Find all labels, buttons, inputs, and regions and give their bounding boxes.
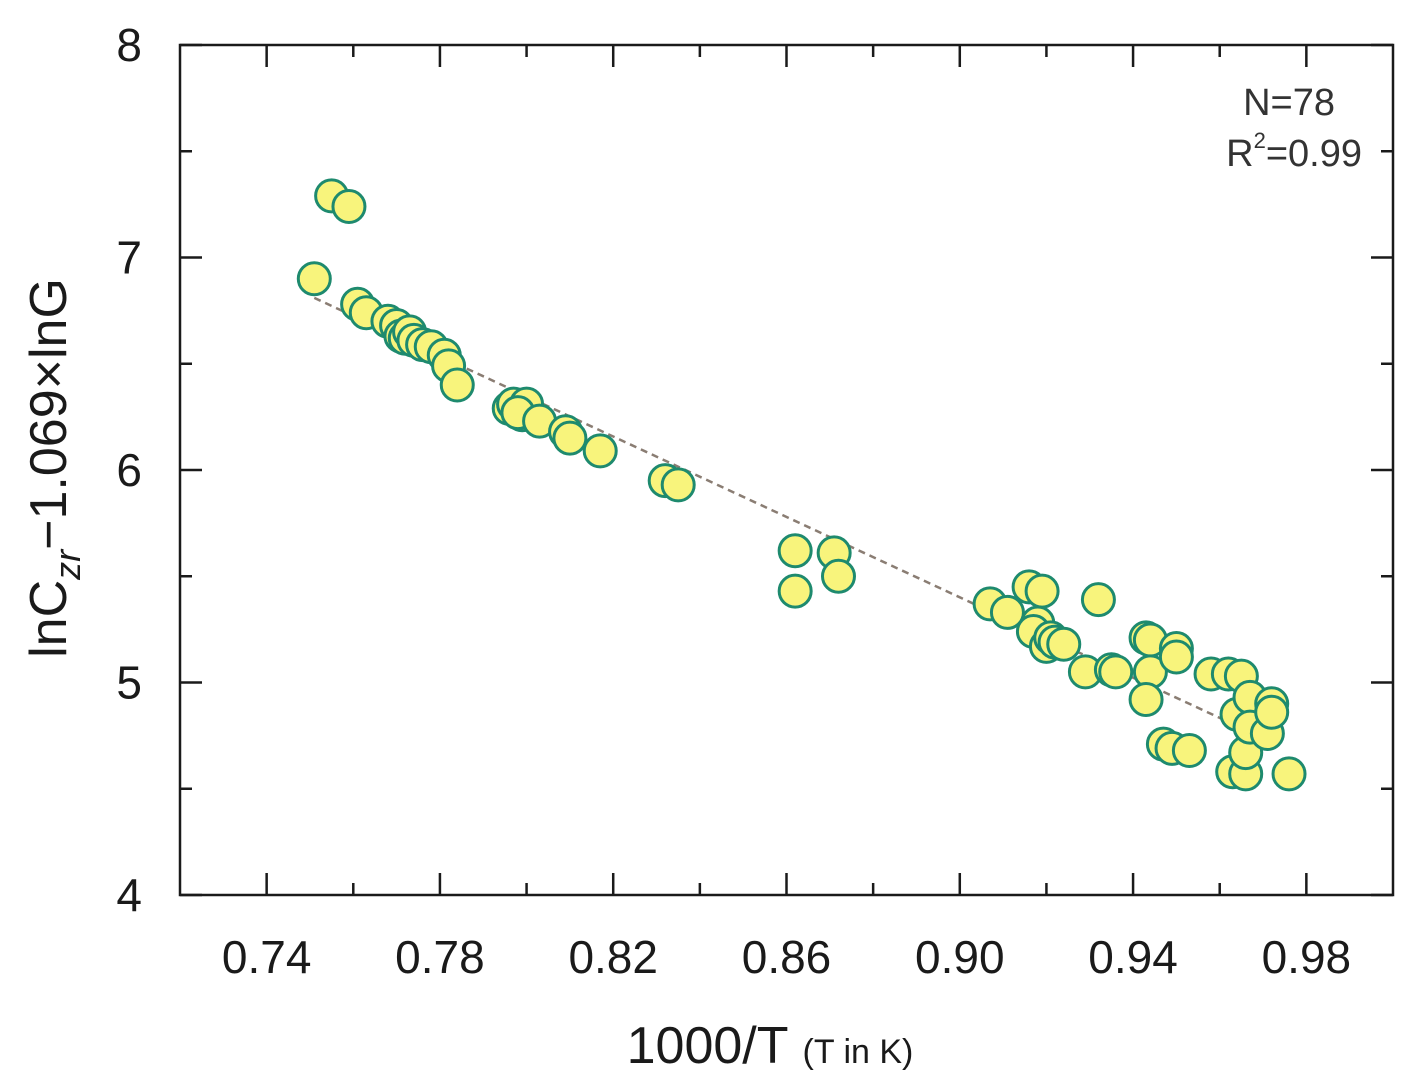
data-point <box>660 467 696 503</box>
r2-prefix: R <box>1226 133 1253 175</box>
axis-ticks <box>180 43 1393 897</box>
y-tick-label: 8 <box>116 19 142 71</box>
data-point <box>296 261 332 297</box>
data-point <box>989 594 1025 630</box>
tick-labels: 0.74 0.78 0.82 0.86 0.90 0.94 0.98 4 5 6 7 8 <box>116 19 1351 983</box>
data-point <box>1158 639 1194 675</box>
data-point <box>1128 682 1164 717</box>
r2-superscript: 2 <box>1254 128 1266 153</box>
x-tick-label: 0.90 <box>915 931 1005 983</box>
data-point <box>552 420 588 456</box>
data-point <box>582 433 618 469</box>
data-point <box>439 367 475 403</box>
x-axis-label-main: 1000/T <box>627 1017 789 1075</box>
data-point <box>777 573 813 609</box>
x-tick-label: 0.98 <box>1262 931 1352 983</box>
y-axis-label-prefix: lnC <box>20 580 78 658</box>
data-point <box>1080 582 1116 618</box>
y-axis-label-suffix: −1.069×lnG <box>20 278 78 550</box>
x-tick-label: 0.94 <box>1088 931 1178 983</box>
annotation-n: N=78 <box>1243 82 1335 124</box>
x-tick-label: 0.74 <box>222 931 312 983</box>
y-tick-label: 7 <box>116 232 142 284</box>
x-axis-label: 1000/T (T in K) <box>627 1017 914 1075</box>
y-axis-label: lnCzr−1.069×lnG <box>20 278 88 658</box>
y-tick-label: 5 <box>116 657 142 709</box>
data-point <box>1046 626 1082 662</box>
data-point <box>820 558 856 594</box>
data-point <box>1271 756 1307 792</box>
r2-value: =0.99 <box>1266 133 1362 175</box>
data-point <box>1024 573 1060 609</box>
x-axis-label-note: (T in K) <box>803 1033 914 1071</box>
data-point <box>1171 733 1207 768</box>
x-tick-label: 0.82 <box>568 931 658 983</box>
y-tick-label: 6 <box>116 444 142 496</box>
y-tick-label: 4 <box>116 869 142 921</box>
x-tick-label: 0.78 <box>395 931 485 983</box>
y-axis-label-subscript: zr <box>47 548 88 581</box>
data-point <box>1098 654 1134 690</box>
data-point <box>1254 694 1290 730</box>
data-points <box>296 178 1307 792</box>
plot-frame <box>178 43 1395 897</box>
x-tick-label: 0.86 <box>742 931 832 983</box>
data-point <box>331 189 367 224</box>
data-point <box>777 533 813 569</box>
annotation-r2: R2=0.99 <box>1226 128 1362 175</box>
